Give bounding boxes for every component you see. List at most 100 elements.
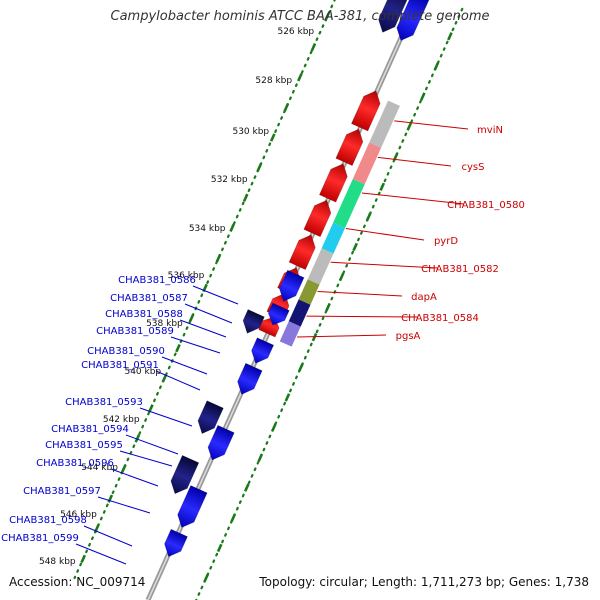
tick-label: 548 kbp (39, 557, 76, 567)
track-dash (447, 32, 453, 41)
forward-gene-leader (306, 315, 419, 318)
reverse-gene-arrow-shape (279, 269, 305, 302)
cog-band (298, 279, 320, 305)
outer-dotted-track (73, 0, 336, 580)
reverse-gene-label: CHAB381_0597 (23, 486, 101, 497)
label-layer: 526 kbp 528 kbp 530 kbp 532 kbp 534 kbp 536 k… (1, 27, 525, 567)
reverse-gene-arrow (177, 485, 208, 528)
reverse-gene-leader (155, 370, 201, 391)
forward-gene-leader (377, 156, 452, 167)
track-dash (203, 573, 209, 583)
forward-gene-leader (394, 120, 469, 130)
cog-band (307, 248, 334, 285)
reverse-gene-label: CHAB381_0593 (65, 397, 143, 408)
tick-label: 540 kbp (124, 367, 161, 377)
cog-band-rect (352, 142, 382, 185)
reverse-gene-label: CHAB381_0595 (45, 440, 123, 451)
tick-label: 546 kbp (60, 510, 97, 520)
tick-label: 536 kbp (168, 271, 205, 281)
track-dash (242, 193, 249, 202)
cog-band-rect (279, 321, 301, 347)
forward-gene-arrow-shape (288, 234, 316, 270)
reverse-gene-arrow (279, 269, 305, 302)
reverse-gene-arrow (267, 302, 290, 326)
forward-gene-label: cysS (462, 162, 485, 173)
inner-dotted-track (195, 7, 464, 600)
forward-gene-label: CHAB381_0584 (401, 313, 479, 324)
reverse-gene-label: CHAB381_0591 (81, 360, 159, 371)
tick-label: 528 kbp (255, 76, 292, 86)
track-dash (216, 543, 223, 553)
tick-label: 538 kbp (146, 319, 183, 329)
cog-band (288, 299, 311, 327)
reverse-gene-leader (125, 434, 179, 455)
track-dash (283, 103, 290, 112)
track-dash (161, 374, 168, 383)
reverse-gene-leader (179, 319, 227, 338)
forward-gene-arrow-shape (351, 90, 381, 132)
cog-band-rect (307, 248, 334, 285)
reverse-gene-label: CHAB381_0598 (9, 515, 87, 526)
cog-band-rect (369, 100, 400, 148)
reverse-gene-arrow (237, 362, 263, 395)
reverse-gene-leader (161, 356, 208, 375)
track-dash (297, 73, 303, 82)
track-dash (257, 453, 264, 462)
forward-gene-label: CHAB381_0582 (421, 264, 499, 275)
cog-band (352, 142, 382, 185)
reverse-gene-leader (97, 496, 151, 514)
reverse-gene-leader (110, 468, 159, 487)
track-dash (352, 242, 358, 252)
reverse-gene-arrow (170, 455, 200, 495)
reverse-gene-arrow (164, 528, 188, 558)
track-dash (134, 434, 141, 443)
forward-gene-arrow-shape (303, 199, 332, 238)
track-dash (406, 122, 413, 131)
cog-band-rect (288, 299, 311, 327)
topology-text: Topology: circular; Length: 1,711,273 bp… (259, 575, 589, 589)
reverse-gene-arrow-shape (251, 337, 275, 364)
tick-layer (73, 0, 464, 600)
tick-label: 526 kbp (277, 27, 314, 37)
forward-gene-leader (345, 228, 425, 241)
track-dash (298, 363, 304, 372)
track-dash (325, 302, 331, 312)
track-dash (175, 343, 181, 353)
reverse-gene-arrow-shape (242, 309, 265, 334)
track-dash (365, 212, 372, 222)
track-dash (256, 163, 263, 172)
tick-label: 532 kbp (211, 175, 248, 185)
reverse-gene-leader (184, 303, 233, 324)
gene-layer (164, 0, 430, 558)
reverse-gene-label: CHAB381_0596 (36, 458, 114, 469)
cog-band (369, 100, 400, 148)
forward-gene-leader (297, 334, 387, 338)
cog-layer (279, 100, 400, 347)
forward-gene-leader (330, 261, 439, 269)
track-dash (243, 483, 250, 492)
track-dash (324, 12, 330, 22)
track-dash (310, 43, 317, 52)
track-dash (379, 182, 386, 191)
reverse-gene-leader (75, 543, 127, 565)
track-dash (80, 554, 87, 564)
forward-gene-arrow-shape (319, 163, 348, 203)
reverse-gene-label: CHAB381_0590 (87, 346, 165, 357)
forward-gene-leader (361, 192, 465, 205)
reverse-gene-label: CHAB381_0588 (105, 309, 183, 320)
forward-gene-label: pyrD (434, 236, 458, 247)
forward-gene-label: mviN (477, 125, 503, 136)
reverse-gene-leader (119, 450, 173, 467)
track-dash (229, 223, 235, 232)
cog-band-rect (298, 279, 320, 305)
reverse-gene-label: CHAB381_0587 (110, 293, 188, 304)
track-dash (148, 404, 154, 413)
cog-band-rect (333, 179, 365, 229)
track-dash (271, 423, 277, 432)
cog-band (279, 321, 301, 347)
track-dash (188, 313, 195, 323)
reverse-gene-leader (170, 336, 221, 354)
track-dash (120, 464, 127, 473)
track-dash (107, 494, 114, 503)
cog-band (333, 179, 365, 229)
